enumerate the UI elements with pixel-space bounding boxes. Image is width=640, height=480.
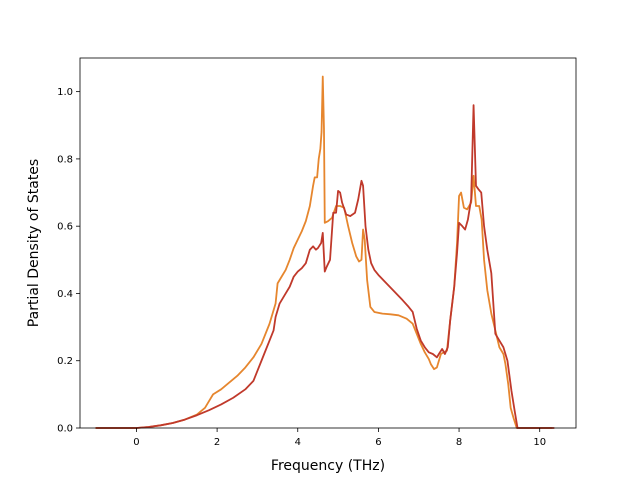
y-tick-label: 0.4 xyxy=(57,289,73,300)
y-tick-label: 0.0 xyxy=(57,424,73,435)
y-tick-label: 0.8 xyxy=(57,154,73,165)
x-tick-label: 10 xyxy=(533,437,546,448)
y-tick-label: 0.6 xyxy=(57,222,73,233)
series-line-2 xyxy=(95,104,555,429)
x-tick-label: 0 xyxy=(133,437,139,448)
series-layer xyxy=(95,75,555,429)
y-tick-label: 1.0 xyxy=(57,87,73,98)
x-axis: 0 2 4 6 8 10 xyxy=(133,428,546,448)
plot-frame xyxy=(79,57,577,429)
x-tick-label: 4 xyxy=(295,437,301,448)
plot-area xyxy=(80,58,576,428)
x-axis-label: Frequency (THz) xyxy=(271,458,385,474)
y-tick-label: 0.2 xyxy=(57,356,73,367)
y-axis: 0.0 0.2 0.4 0.6 0.8 1.0 xyxy=(57,87,80,435)
y-axis-label: Partial Density of States xyxy=(26,159,42,327)
series-line-1 xyxy=(95,75,553,429)
x-tick-label: 2 xyxy=(214,437,220,448)
x-tick-label: 8 xyxy=(456,437,462,448)
x-tick-label: 6 xyxy=(375,437,381,448)
